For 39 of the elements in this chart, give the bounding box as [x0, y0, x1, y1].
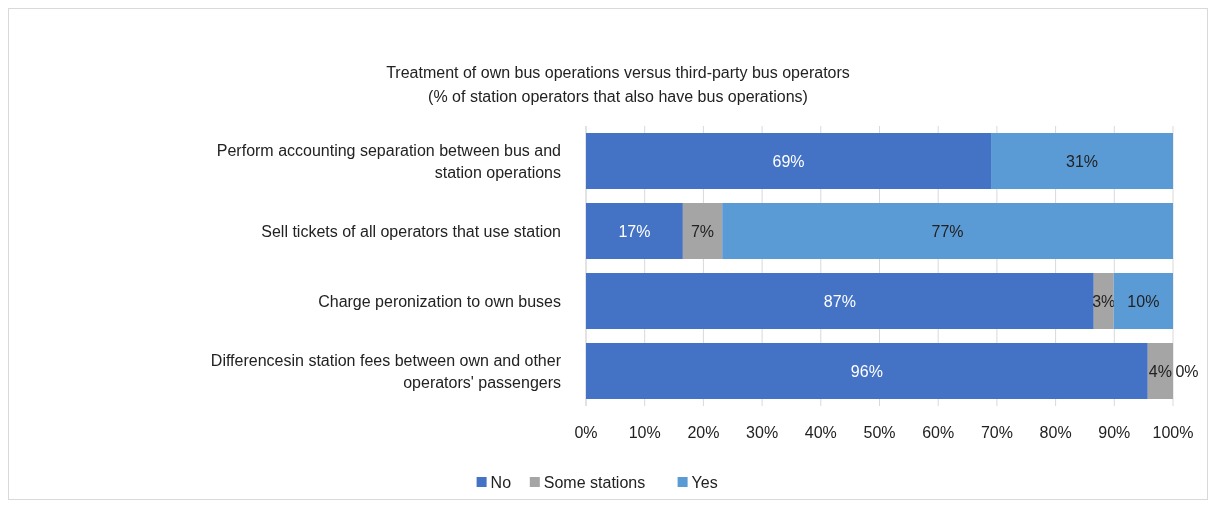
y-tick-label: Charge peronization to own buses	[318, 292, 561, 310]
data-label: 77%	[931, 222, 964, 240]
x-tick-label: 90%	[1098, 423, 1131, 441]
bar	[722, 203, 1173, 259]
x-tick-label: 60%	[922, 423, 955, 441]
legend-label: Yes	[691, 473, 718, 491]
chart-title: Treatment of own bus operations versus third-party bus operators	[386, 64, 850, 81]
x-tick-label: 30%	[746, 423, 779, 441]
bar	[991, 133, 1173, 189]
bar	[1113, 273, 1173, 329]
data-label: 4%	[1148, 362, 1172, 380]
bar	[586, 203, 683, 259]
data-label: 31%	[1066, 152, 1099, 170]
data-label: 96%	[850, 362, 883, 380]
legend-label: No	[490, 473, 512, 491]
x-tick-label: 80%	[1039, 423, 1072, 441]
y-tick-label: Differencesin station fees between own and other operators' passengers	[210, 351, 562, 391]
x-tick-label: 10%	[628, 423, 661, 441]
data-label: 7%	[690, 222, 715, 240]
bar	[682, 203, 723, 259]
bar	[586, 133, 992, 189]
legend-label: Some stations	[543, 473, 646, 491]
x-tick-label: 40%	[804, 423, 837, 441]
x-tick-label: 50%	[863, 423, 896, 441]
x-tick-label: 0%	[574, 423, 598, 441]
bar	[586, 273, 1094, 329]
x-tick-label: 70%	[980, 423, 1013, 441]
data-label: 3%	[1092, 292, 1116, 310]
x-tick-label: 20%	[687, 423, 720, 441]
data-label: 69%	[772, 152, 805, 170]
bar	[586, 343, 1148, 399]
y-tick-label: Perform accounting separation between bus and station operations	[216, 141, 561, 181]
x-tick-label: 100%	[1152, 423, 1194, 441]
data-label: 0%	[1175, 362, 1199, 380]
data-label: 87%	[823, 292, 856, 310]
y-tick-label: Sell tickets of all operators that use station	[261, 222, 561, 240]
data-label: 10%	[1127, 292, 1160, 310]
data-label: 17%	[618, 222, 651, 240]
chart-subtitle: (% of station operators that also have bus operations)	[428, 88, 808, 105]
